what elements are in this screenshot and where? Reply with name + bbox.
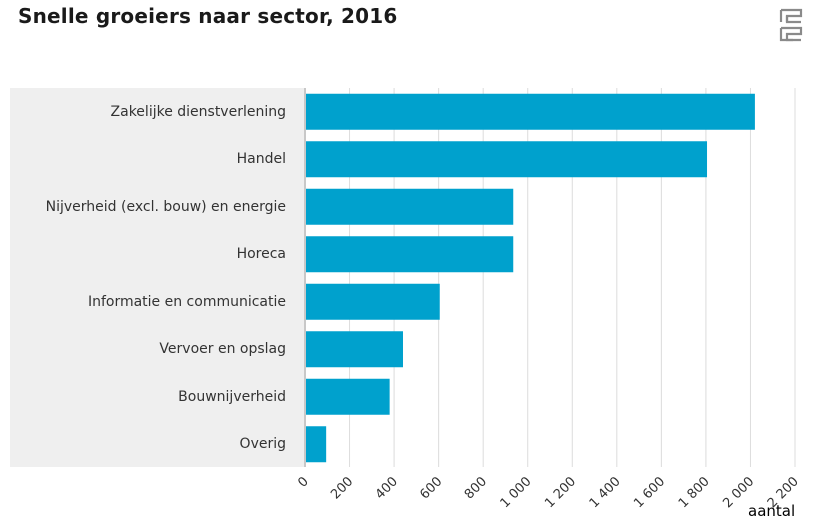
bar (305, 283, 440, 320)
chart-title: Snelle groeiers naar sector, 2016 (18, 4, 398, 28)
x-tick-label: 1 200 (542, 474, 579, 511)
y-axis-line (304, 88, 306, 467)
x-tick-label: 1 400 (587, 474, 624, 511)
bar (305, 93, 755, 130)
category-label: Zakelijke dienstverlening (110, 103, 286, 120)
x-tick-label: 1 600 (631, 474, 668, 511)
bar (305, 378, 390, 415)
bar (305, 331, 403, 368)
x-tick-label: 200 (328, 474, 356, 502)
x-tick-label: 600 (417, 474, 445, 502)
category-label: Horeca (236, 246, 286, 263)
bar (305, 236, 514, 273)
category-label: Informatie en communicatie (87, 293, 286, 310)
x-tick-label: 800 (462, 474, 490, 502)
category-label: Vervoer en opslag (159, 341, 286, 358)
bar (305, 141, 708, 178)
bar (305, 426, 327, 463)
category-label: Handel (236, 151, 286, 168)
cbs-logo (778, 8, 804, 44)
category-label-panel (10, 88, 304, 467)
x-tick-label: 400 (373, 474, 401, 502)
x-tick-label: 0 (295, 474, 311, 490)
category-label: Bouwnijverheid (178, 388, 286, 405)
x-tick-label: 1 000 (498, 474, 535, 511)
category-label: Nijverheid (excl. bouw) en energie (45, 198, 286, 215)
x-tick-label: 1 800 (676, 474, 713, 511)
category-label: Overig (239, 436, 286, 453)
x-axis-unit-label: aantal (748, 502, 796, 520)
bar (305, 188, 514, 225)
